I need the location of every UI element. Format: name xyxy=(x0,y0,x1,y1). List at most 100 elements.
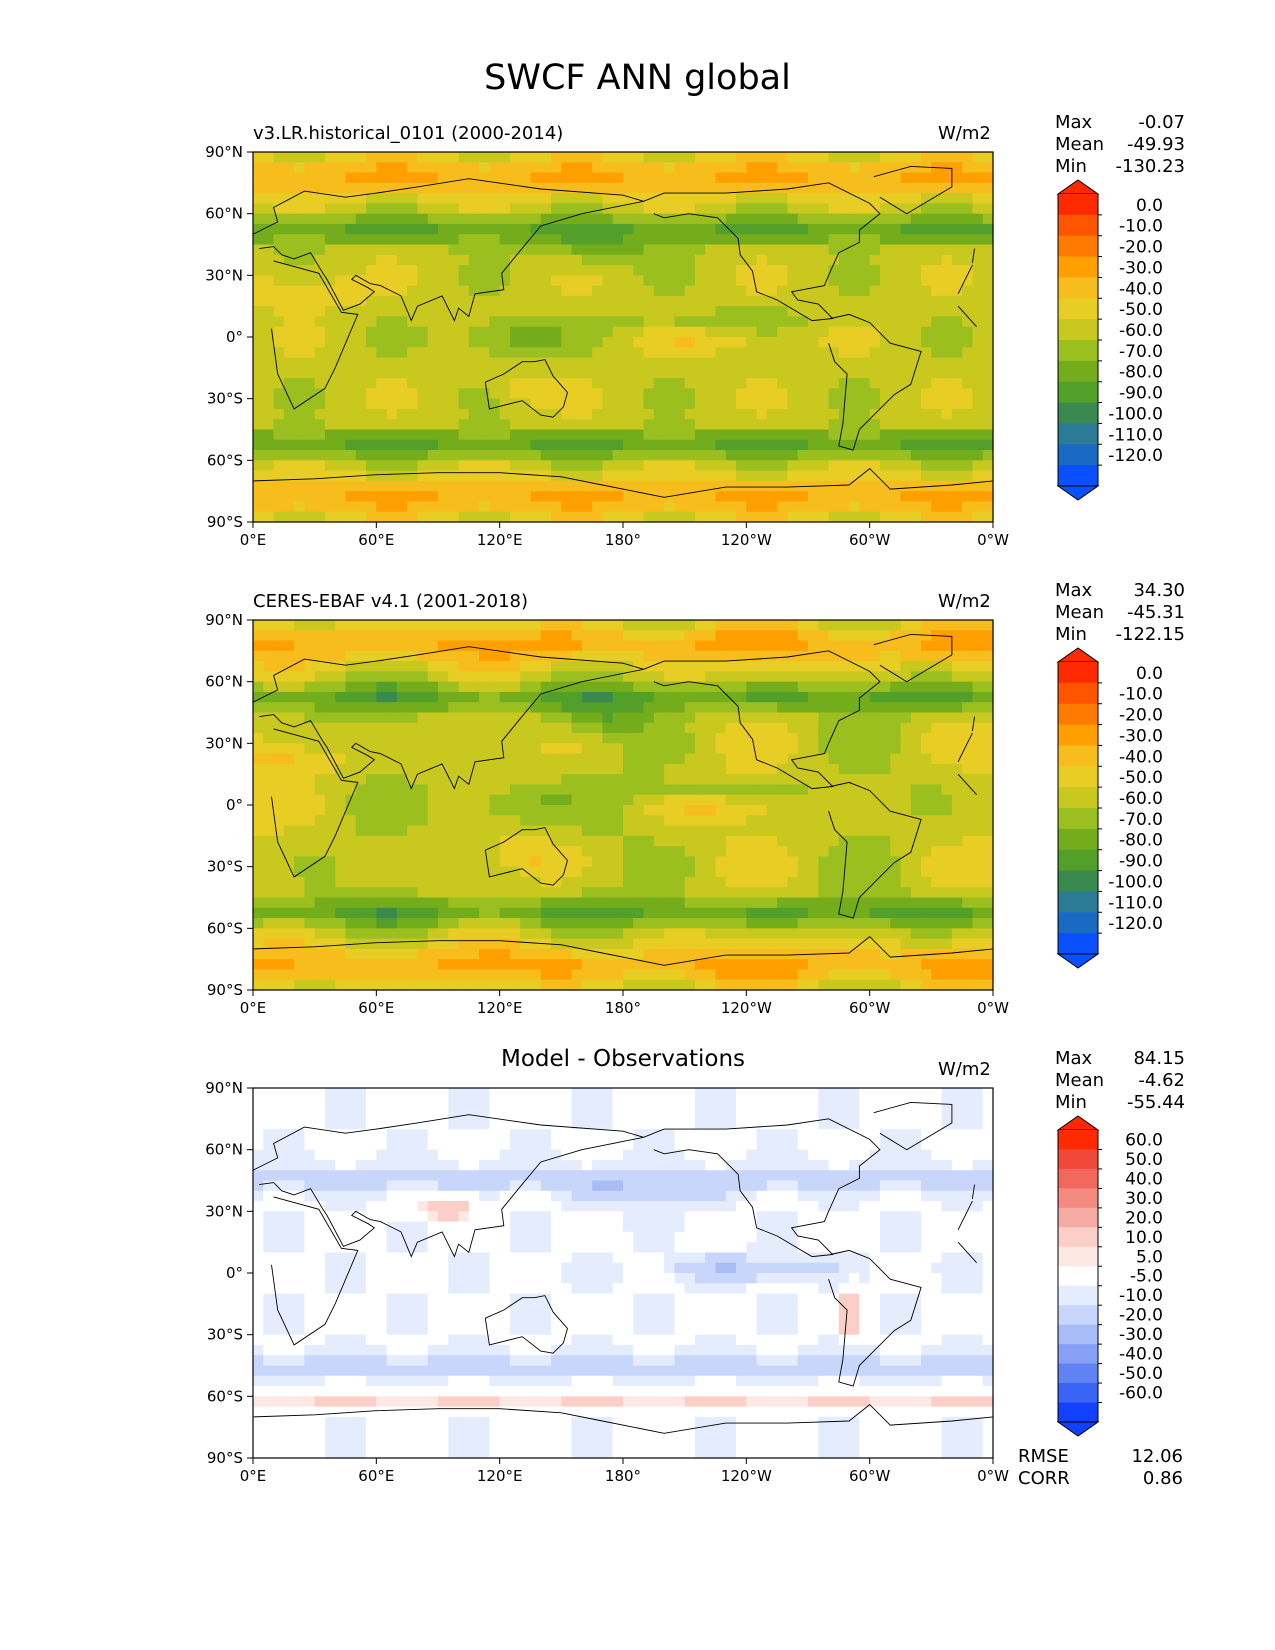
units-label: W/m2 xyxy=(938,591,991,612)
lat-tick-label: 0° xyxy=(226,796,243,814)
lat-tick-label: 60°S xyxy=(207,919,243,937)
lat-tick-label: 30°N xyxy=(205,734,243,752)
stat-max-label: Max xyxy=(1055,112,1093,133)
colorbar-swatch xyxy=(1058,1305,1098,1326)
colorbar-swatch xyxy=(1058,828,1098,851)
lat-tick-label: 30°S xyxy=(207,390,243,408)
colorbar-tick-label: -10.0 xyxy=(1119,685,1163,705)
lon-tick-label: 60°W xyxy=(849,531,891,549)
colorbar-tick-label: -70.0 xyxy=(1119,342,1163,362)
colorbar-swatch xyxy=(1058,849,1098,872)
stat-max-label: Max xyxy=(1055,580,1093,601)
colorbar-swatch xyxy=(1058,277,1098,299)
colorbar-tick-label: -20.0 xyxy=(1119,238,1163,258)
colorbar-tick-label: 20.0 xyxy=(1125,1208,1163,1228)
colorbar-tick-label: -120.0 xyxy=(1108,446,1163,466)
stat-min-label: Min xyxy=(1055,1092,1087,1113)
stat-min-label: Min xyxy=(1055,624,1087,645)
colorbar-tick-label: 0.0 xyxy=(1136,664,1163,684)
colorbar-min-extend xyxy=(1056,485,1100,501)
stat-min-value: -55.44 xyxy=(1126,1092,1185,1113)
lon-tick-label: 60°E xyxy=(358,531,394,549)
stat-mean-value: -49.93 xyxy=(1126,134,1185,155)
colorbar-tick-label: -30.0 xyxy=(1119,258,1163,278)
lat-tick-label: 60°S xyxy=(207,451,243,469)
panel-title: Model - Observations xyxy=(500,1046,745,1072)
lat-tick-label: 60°N xyxy=(205,673,243,691)
rmse-label: RMSE xyxy=(1018,1446,1069,1467)
colorbar-swatch xyxy=(1058,1168,1098,1189)
colorbar-tick-label: 40.0 xyxy=(1125,1169,1163,1189)
lon-tick-label: 0°E xyxy=(240,1467,267,1485)
lon-tick-label: 120°E xyxy=(477,531,523,549)
colorbar-tick-label: -100.0 xyxy=(1108,404,1163,424)
map-field xyxy=(253,152,994,523)
lat-tick-label: 60°S xyxy=(207,1387,243,1405)
coastlines xyxy=(252,1101,994,1434)
colorbar-tick-label: -50.0 xyxy=(1119,768,1163,788)
colorbar-tick-label: -50.0 xyxy=(1119,1364,1163,1384)
lon-tick-label: 60°W xyxy=(849,999,891,1017)
lon-tick-label: 120°W xyxy=(721,1467,772,1485)
stat-max-value: -0.07 xyxy=(1138,112,1185,133)
stat-mean-label: Mean xyxy=(1055,134,1105,155)
colorbar-swatch xyxy=(1058,662,1098,684)
lon-tick-label: 60°E xyxy=(358,999,394,1017)
colorbar-tick-label: -90.0 xyxy=(1119,384,1163,404)
colorbar-tick-label: 60.0 xyxy=(1125,1130,1163,1150)
lat-tick-label: 30°S xyxy=(207,1326,243,1344)
lon-tick-label: 180° xyxy=(605,1467,641,1485)
corr-value: 0.86 xyxy=(1142,1468,1183,1489)
lon-tick-label: 180° xyxy=(605,999,641,1017)
colorbar-swatch xyxy=(1058,1130,1098,1150)
colorbar-tick-label: -20.0 xyxy=(1119,706,1163,726)
colorbar-swatch xyxy=(1058,256,1098,278)
colorbar: 60.050.040.030.020.010.05.0-5.0-10.0-20.… xyxy=(1056,1115,1163,1437)
colorbar-swatch xyxy=(1058,682,1098,705)
lat-tick-label: 30°N xyxy=(205,1202,243,1220)
colorbar-swatch xyxy=(1058,870,1098,892)
stat-mean-label: Mean xyxy=(1055,602,1105,623)
colorbar-swatch xyxy=(1058,319,1098,341)
lon-tick-label: 120°E xyxy=(477,1467,523,1485)
lon-tick-label: 60°W xyxy=(849,1467,891,1485)
stat-min-label: Min xyxy=(1055,156,1087,177)
colorbar-max-extend xyxy=(1056,1115,1100,1131)
colorbar-tick-label: 10.0 xyxy=(1125,1228,1163,1248)
figure-title: SWCF ANN global xyxy=(484,58,791,98)
colorbar-swatch xyxy=(1058,360,1098,383)
lon-tick-label: 120°E xyxy=(477,999,523,1017)
colorbar-min-extend xyxy=(1056,953,1100,969)
lat-tick-label: 90°N xyxy=(205,143,243,161)
colorbar-tick-label: -5.0 xyxy=(1130,1267,1163,1287)
colorbar-swatch xyxy=(1058,1207,1098,1228)
colorbar-swatch xyxy=(1058,1363,1098,1384)
colorbar-tick-label: 0.0 xyxy=(1136,196,1163,216)
colorbar-tick-label: -60.0 xyxy=(1119,789,1163,809)
colorbar-max-extend xyxy=(1056,647,1100,663)
colorbar-swatch xyxy=(1058,298,1098,320)
colorbar-tick-label: 30.0 xyxy=(1125,1189,1163,1209)
colorbar-tick-label: -120.0 xyxy=(1108,914,1163,934)
colorbar-tick-label: -90.0 xyxy=(1119,852,1163,872)
map-plot: 90°N 60°N 30°N 0° 30°S 60°S 90°S0°E 60°E 120°E 18… xyxy=(205,611,1163,1017)
lat-tick-label: 0° xyxy=(226,328,243,346)
stats-box: Max 34.30 Mean -45.31 Min -122.15 xyxy=(1055,580,1185,646)
colorbar-swatch xyxy=(1058,1227,1098,1248)
colorbar-swatch xyxy=(1058,912,1098,934)
colorbar-swatch xyxy=(1058,808,1098,830)
colorbar-swatch xyxy=(1058,724,1098,746)
colorbar-min-extend xyxy=(1056,1421,1100,1437)
panel-observations: CERES-EBAF v4.1 (2001-2018) W/m2 Max 34.3… xyxy=(0,580,1275,1020)
map-field xyxy=(253,1088,994,1459)
colorbar-tick-label: -80.0 xyxy=(1119,831,1163,851)
lat-tick-label: 90°N xyxy=(205,1079,243,1097)
colorbar-swatch xyxy=(1058,194,1098,216)
stat-mean-value: -45.31 xyxy=(1126,602,1185,623)
colorbar-tick-label: -110.0 xyxy=(1108,425,1163,445)
stat-mean-label: Mean xyxy=(1055,1070,1105,1091)
lon-tick-label: 60°E xyxy=(358,1467,394,1485)
colorbar-tick-label: -110.0 xyxy=(1108,893,1163,913)
colorbar-tick-label: -40.0 xyxy=(1119,279,1163,299)
lon-tick-label: 180° xyxy=(605,531,641,549)
